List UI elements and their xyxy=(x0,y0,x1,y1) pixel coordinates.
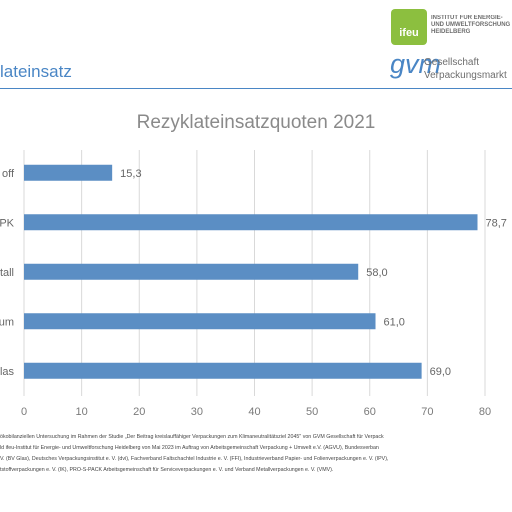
footnote-line: ökobilanziellen Untersuchung im Rahmen d… xyxy=(0,434,384,440)
ifeu-name-line: HEIDELBERG xyxy=(431,29,471,35)
category-label: las xyxy=(0,366,14,378)
x-tick-label: 20 xyxy=(133,406,145,418)
gvm-logo: gvm xyxy=(390,49,442,79)
footnote-line: tstoffverpackungen e. V. (IK), PRO-S-PAC… xyxy=(0,467,334,473)
bar xyxy=(24,263,359,280)
category-label: off xyxy=(2,168,15,180)
gvm-name-line: Verpackungsmarkt xyxy=(424,70,507,81)
x-tick-label: 30 xyxy=(191,406,203,418)
value-label: 15,3 xyxy=(120,168,141,180)
ifeu-institute-name: INSTITUT FÜR ENERGIE- UND UMWELTFORSCHUN… xyxy=(431,15,512,36)
x-tick-label: 10 xyxy=(76,406,88,418)
bar xyxy=(24,313,376,330)
gvm-name-line: Gesellschaft xyxy=(424,57,480,68)
x-tick-label: 70 xyxy=(421,406,433,418)
value-label: 69,0 xyxy=(430,366,451,378)
x-tick-label: 80 xyxy=(479,406,491,418)
chart-title: Rezyklateinsatzquoten 2021 xyxy=(137,112,376,133)
bar xyxy=(24,362,422,379)
footnote-line: ld ifeu-Institut für Energie- und Umwelt… xyxy=(0,445,379,451)
x-tick-label: 50 xyxy=(306,406,318,418)
category-label: tall xyxy=(0,267,14,279)
bar xyxy=(24,214,478,231)
bar xyxy=(24,164,113,181)
ifeu-logo: ifeu xyxy=(391,9,427,45)
x-tick-label: 40 xyxy=(248,406,260,418)
category-label: PK xyxy=(0,217,15,229)
title-divider xyxy=(0,88,512,89)
x-tick-label: 60 xyxy=(364,406,376,418)
value-label: 78,7 xyxy=(486,217,507,229)
value-label: 58,0 xyxy=(366,267,387,279)
category-label: um xyxy=(0,316,14,328)
ifeu-name-line: UND UMWELTFORSCHUNG xyxy=(431,22,511,28)
footnote: ökobilanziellen Untersuchung im Rahmen d… xyxy=(0,432,512,476)
footnote-line: V. (BV Glas), Deutsches Verpackungsinsti… xyxy=(0,456,389,462)
x-tick-label: 0 xyxy=(21,406,27,418)
slide-title: lateinsatz xyxy=(0,62,72,81)
gvm-company-name: Gesellschaft Verpackungsmarkt xyxy=(424,56,512,82)
ifeu-logo-text: ifeu xyxy=(399,27,419,39)
ifeu-name-line: INSTITUT FÜR ENERGIE- xyxy=(431,15,503,21)
value-label: 61,0 xyxy=(384,316,405,328)
